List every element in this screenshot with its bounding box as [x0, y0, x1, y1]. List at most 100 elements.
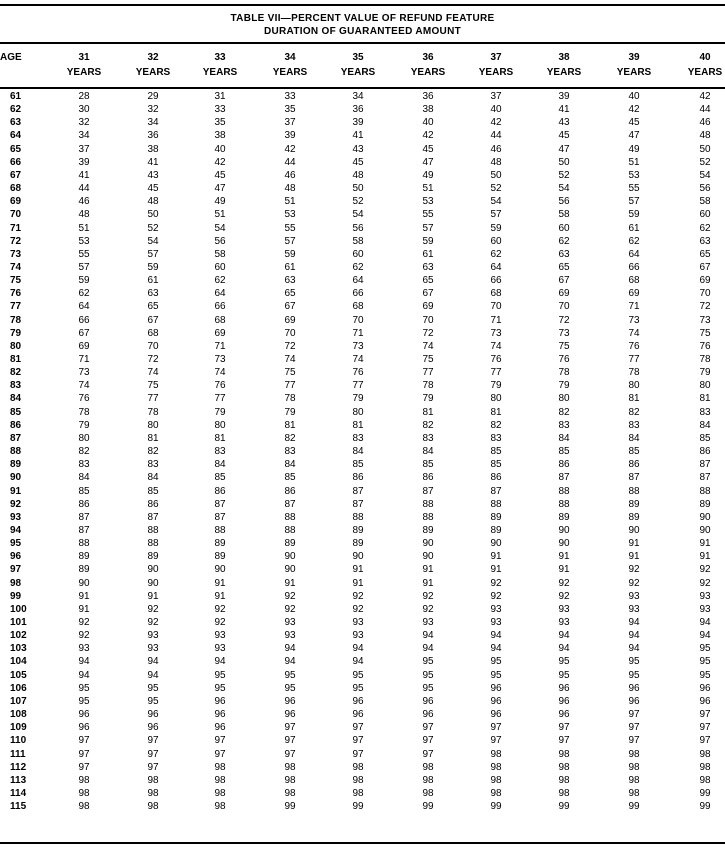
value-cell: 48 — [284, 183, 296, 195]
value-cell: 68 — [352, 301, 364, 313]
value-cell: 89 — [352, 524, 364, 536]
value-cell: 42 — [628, 104, 640, 116]
value-cell: 40 — [490, 104, 502, 116]
value-cell: 79 — [284, 406, 296, 418]
value-cell: 87 — [78, 524, 90, 536]
value-cell: 91 — [558, 564, 570, 576]
column-header-num: 40 — [699, 52, 711, 63]
value-cell: 72 — [558, 314, 570, 326]
value-cell: 78 — [628, 367, 640, 379]
value-cell: 95 — [422, 682, 434, 694]
value-cell: 97 — [558, 722, 570, 734]
value-cell: 80 — [628, 380, 640, 392]
age-cell: 69 — [10, 196, 22, 208]
value-cell: 37 — [490, 91, 502, 102]
value-cell: 91 — [284, 577, 296, 589]
value-cell: 76 — [699, 340, 711, 352]
value-cell: 75 — [422, 354, 434, 365]
value-cell: 75 — [558, 340, 570, 352]
value-cell: 69 — [214, 327, 226, 339]
table-row: 80 69 70 71 72 73 74 74 75 76 76 — [0, 341, 725, 354]
value-cell: 60 — [490, 235, 502, 247]
value-cell: 82 — [147, 446, 159, 458]
table-row: 100 91 92 92 92 92 92 93 93 93 93 — [0, 604, 725, 617]
value-cell: 98 — [147, 801, 159, 813]
value-cell: 34 — [352, 91, 364, 102]
table-row: 95 88 88 89 89 89 90 90 90 91 91 — [0, 538, 725, 551]
value-cell: 96 — [490, 709, 502, 721]
value-cell: 60 — [558, 222, 570, 234]
value-cell: 82 — [628, 406, 640, 418]
value-cell: 70 — [284, 327, 296, 339]
value-cell: 80 — [699, 380, 711, 392]
value-cell: 56 — [214, 235, 226, 247]
value-cell: 70 — [699, 288, 711, 300]
value-cell: 76 — [78, 393, 90, 405]
value-cell: 68 — [214, 314, 226, 326]
value-cell: 98 — [628, 748, 640, 760]
value-cell: 96 — [490, 682, 502, 694]
table-row: 63 32 34 35 37 39 40 42 43 45 46 — [0, 117, 725, 130]
age-cell: 97 — [10, 564, 22, 576]
value-cell: 88 — [558, 485, 570, 497]
value-cell: 45 — [628, 117, 640, 129]
value-cell: 71 — [628, 301, 640, 313]
table-row: 85 78 78 79 79 80 81 81 82 82 83 — [0, 407, 725, 420]
value-cell: 83 — [78, 459, 90, 471]
table-title: TABLE VII—PERCENT VALUE OF REFUND FEATUR… — [230, 13, 495, 24]
value-cell: 65 — [147, 301, 159, 313]
value-cell: 38 — [147, 143, 159, 155]
column-header-unit: YEARS — [202, 67, 238, 78]
value-cell: 96 — [558, 695, 570, 707]
value-cell: 69 — [558, 288, 570, 300]
top-rule — [0, 4, 725, 6]
value-cell: 55 — [284, 222, 296, 234]
value-cell: 96 — [699, 695, 711, 707]
table-row: 99 91 91 91 92 92 92 92 92 93 93 — [0, 591, 725, 604]
value-cell: 97 — [699, 722, 711, 734]
value-cell: 94 — [628, 617, 640, 628]
age-cell: 64 — [10, 130, 22, 142]
value-cell: 99 — [628, 801, 640, 813]
value-cell: 86 — [699, 446, 711, 458]
value-cell: 74 — [352, 354, 364, 365]
value-cell: 59 — [490, 222, 502, 234]
table-row: 65 37 38 40 42 43 45 46 47 49 50 — [0, 144, 725, 157]
column-header-num: 36 — [422, 52, 434, 63]
age-cell: 103 — [10, 643, 27, 655]
header-bottom-rule — [0, 87, 725, 89]
value-cell: 90 — [284, 551, 296, 563]
value-cell: 65 — [284, 288, 296, 300]
value-cell: 30 — [78, 104, 90, 116]
value-cell: 39 — [558, 91, 570, 102]
table-row: 72 53 54 56 57 58 59 60 62 62 63 — [0, 236, 725, 249]
value-cell: 68 — [490, 288, 502, 300]
value-cell: 96 — [214, 722, 226, 734]
value-cell: 88 — [352, 511, 364, 523]
value-cell: 98 — [214, 761, 226, 773]
value-cell: 92 — [147, 603, 159, 615]
age-cell: 65 — [10, 143, 22, 155]
value-cell: 89 — [78, 564, 90, 576]
value-cell: 45 — [214, 169, 226, 181]
value-cell: 93 — [628, 590, 640, 602]
value-cell: 67 — [78, 327, 90, 339]
value-cell: 81 — [147, 432, 159, 444]
age-cell: 111 — [10, 748, 26, 760]
value-cell: 71 — [214, 340, 226, 352]
value-cell: 73 — [558, 327, 570, 339]
age-cell: 112 — [10, 761, 27, 773]
value-cell: 84 — [422, 446, 434, 458]
value-cell: 98 — [490, 774, 502, 786]
value-cell: 44 — [699, 104, 711, 116]
value-cell: 97 — [490, 722, 502, 734]
value-cell: 93 — [352, 617, 364, 628]
value-cell: 92 — [490, 577, 502, 589]
value-cell: 47 — [628, 130, 640, 142]
value-cell: 74 — [147, 367, 159, 379]
value-cell: 48 — [147, 196, 159, 208]
value-cell: 96 — [147, 722, 159, 734]
value-cell: 46 — [78, 196, 90, 208]
value-cell: 49 — [422, 169, 434, 181]
value-cell: 84 — [699, 419, 711, 431]
